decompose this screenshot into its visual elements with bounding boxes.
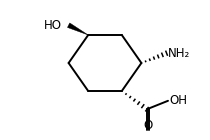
Text: OH: OH: [169, 94, 187, 107]
Text: NH₂: NH₂: [168, 47, 190, 60]
Text: O: O: [144, 119, 153, 132]
Text: HO: HO: [44, 19, 62, 32]
Polygon shape: [67, 23, 88, 35]
